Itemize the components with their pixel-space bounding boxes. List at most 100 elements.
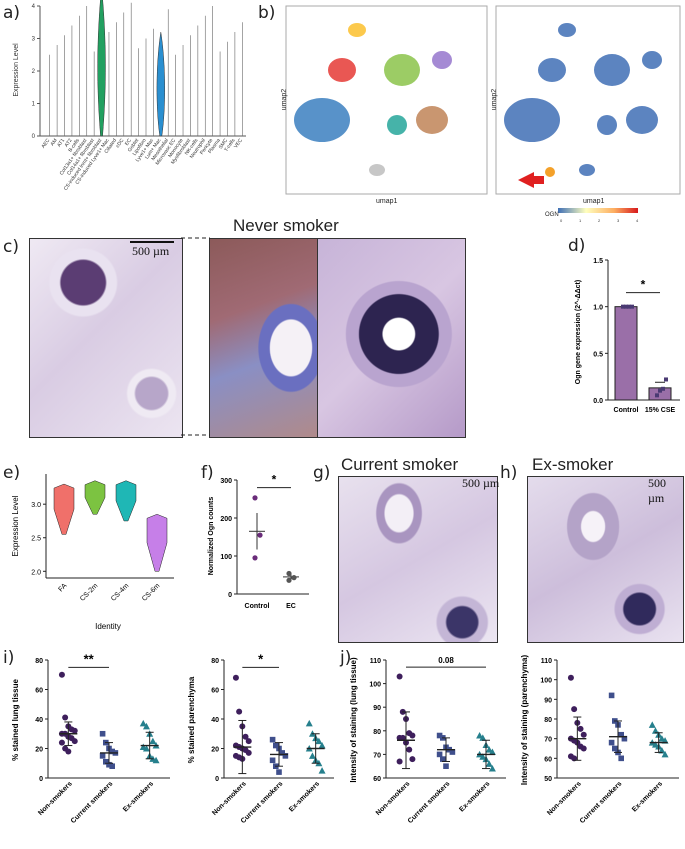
xtick-label-i2: Non-smokers — [211, 780, 248, 817]
ytick-label-e: 3.0 — [31, 502, 41, 509]
sig-label-i2: * — [258, 651, 264, 666]
umap-legend-tick: 2 — [598, 218, 601, 223]
umap-cluster — [294, 98, 350, 142]
point-j1 — [399, 734, 406, 741]
umap-expression-cluster — [538, 58, 566, 82]
umap-color-legend — [558, 208, 638, 213]
scatter-chart-f: 0 100 200 300 Normalized Ogn counts Control EC… — [208, 473, 309, 610]
scatter-chart-j-parenchyma: 50 60 70 80 90 100 110 Intensity of staining (p… — [520, 655, 679, 825]
xtick-label-e: CS-2m — [79, 582, 99, 602]
umap-cluster — [369, 164, 385, 176]
point-j2 — [661, 750, 669, 758]
umap-cluster — [348, 23, 366, 37]
histology-image-ex-smoker — [527, 476, 684, 643]
scatter-chart-i-lung: 0 20 40 60 80 % stained lung tissue Non-smoker… — [11, 651, 170, 825]
point-j2 — [612, 745, 618, 752]
xtick-label-a: AM — [50, 138, 59, 148]
point-i1 — [152, 756, 160, 764]
point-i1 — [103, 758, 109, 765]
scale-bar-label-h: 500 µm — [648, 476, 666, 505]
point-i2 — [282, 753, 289, 759]
ytick-label-a: 0 — [32, 134, 36, 140]
panel-label-c: c) — [3, 237, 19, 257]
point-j2 — [567, 674, 574, 681]
ylabel-a: Expression Level — [13, 43, 20, 97]
point-i2 — [236, 708, 243, 715]
xtick-label-f: EC — [286, 603, 296, 610]
ytick-label-j2: 100 — [540, 678, 552, 685]
umap-cluster — [416, 106, 448, 134]
xtick-label-e: CS-6m — [141, 582, 161, 602]
point-j1 — [485, 760, 493, 767]
xtick-label-i2: Ex-smokers — [288, 780, 321, 813]
umap-expression-hotspot — [545, 167, 555, 177]
point-j1 — [476, 732, 484, 739]
xtick-label-j1: Non-smokers — [375, 780, 412, 817]
ytick-label-f: 200 — [220, 516, 232, 523]
bar-d — [614, 306, 638, 401]
sig-label-i1: ** — [84, 651, 95, 666]
point-i2 — [269, 757, 276, 764]
panel-label-d: d) — [568, 236, 586, 256]
violin-e — [53, 483, 75, 535]
violin-a-highlight — [97, 0, 106, 137]
point-j1 — [406, 746, 413, 753]
ytick-label-a: 2 — [32, 69, 36, 75]
zoom-connector-lines — [181, 237, 210, 436]
ytick-label-d: 0.5 — [593, 351, 603, 358]
xtick-label-a: AEC — [41, 137, 52, 149]
umap-expression-cluster — [579, 164, 595, 176]
scale-bar-label-c: 500 µm — [132, 244, 170, 258]
umap-legend-tick: 1 — [579, 218, 582, 223]
point-j1 — [440, 756, 446, 762]
point-j1 — [443, 763, 449, 769]
umap-cluster — [384, 54, 420, 86]
umap-xlabel-right: umap1 — [583, 198, 605, 205]
umap-legend-label: OGN — [545, 212, 559, 218]
point-j1 — [485, 746, 493, 753]
umap-expression-cluster — [594, 54, 630, 86]
panel-label-j: j) — [340, 648, 352, 668]
scale-bar-label-g: 500 µm — [462, 476, 500, 490]
point-i1 — [65, 748, 72, 755]
ytick-label-i1: 40 — [35, 717, 43, 724]
point-j1 — [396, 758, 403, 765]
ytick-label-j2: 90 — [544, 697, 552, 704]
point-f — [257, 532, 263, 538]
panel-label-a: a) — [3, 3, 21, 23]
bar-chart-d: 0.0 0.5 1.0 1.5 Ogn gene expression (2^-ΔΔct… — [574, 258, 680, 414]
xtick-label-a: cDC — [115, 137, 126, 149]
point-j2 — [658, 746, 666, 754]
ytick-label-i1: 20 — [35, 747, 43, 754]
point-i2 — [305, 719, 313, 727]
umap-cluster — [432, 51, 452, 69]
violin-a-highlight — [156, 31, 165, 137]
umap-ylabel-left: umap2 — [281, 88, 289, 111]
ytick-label-i2: 20 — [211, 747, 219, 754]
point-i2 — [308, 752, 316, 759]
violin-e — [84, 480, 106, 515]
point-i1 — [58, 671, 65, 678]
ytick-label-j2: 50 — [544, 776, 552, 783]
point-i1 — [106, 761, 112, 768]
ytick-label-j2: 60 — [544, 756, 552, 763]
ytick-label-i1: 0 — [39, 776, 43, 783]
xtick-label-d: Control — [614, 407, 639, 414]
point-i2 — [279, 750, 285, 756]
point-i2 — [269, 736, 276, 743]
point-d — [658, 388, 662, 393]
point-j1 — [436, 732, 443, 739]
point-i2 — [245, 738, 252, 745]
point-i1 — [62, 714, 69, 721]
ytick-label-j1: 110 — [370, 658, 381, 665]
point-d — [661, 386, 665, 391]
point-j2 — [621, 735, 628, 742]
panel-label-f: f) — [201, 463, 214, 483]
ytick-label-i1: 80 — [35, 658, 43, 665]
ytick-label-j1: 70 — [373, 752, 381, 759]
point-i2 — [245, 749, 252, 756]
ytick-label-j2: 70 — [544, 737, 552, 744]
ytick-label-j1: 90 — [373, 705, 381, 712]
umap-panel-b: 0 1 2 3 4 — [285, 5, 681, 223]
